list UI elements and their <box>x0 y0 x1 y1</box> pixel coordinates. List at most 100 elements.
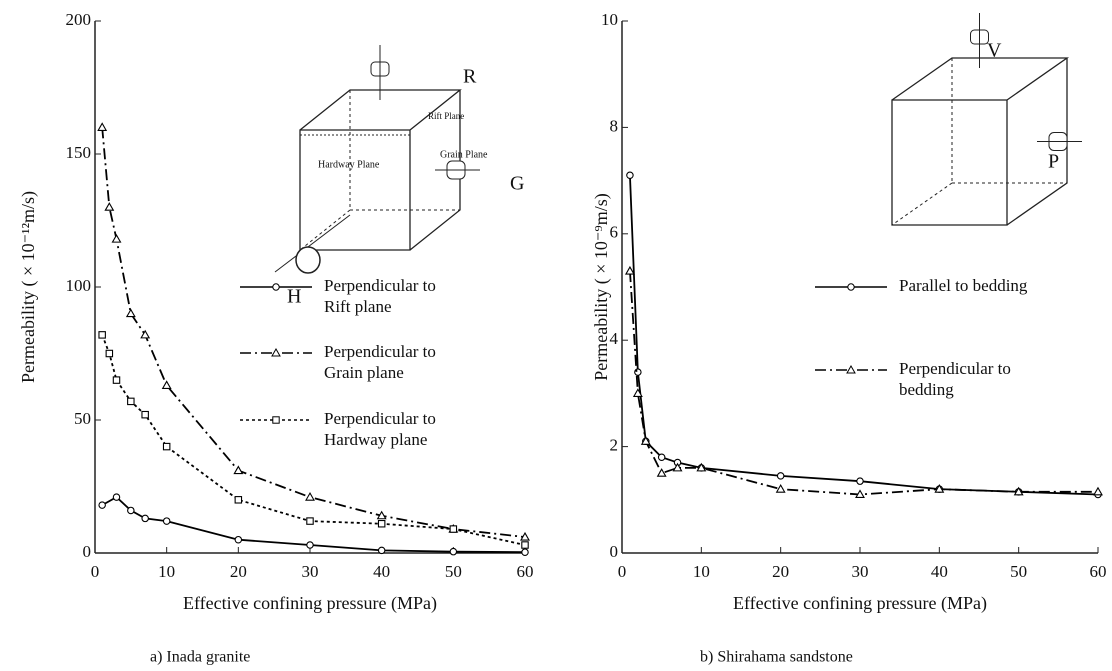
point <box>141 514 149 523</box>
sensor <box>295 246 321 274</box>
x-tick-label: 40 <box>931 562 948 581</box>
point <box>449 525 458 533</box>
point <box>656 468 667 477</box>
point <box>856 477 864 485</box>
annotation: P <box>1048 151 1059 173</box>
y-tick-label: 10 <box>601 10 618 29</box>
point <box>162 517 171 525</box>
x-tick-label: 30 <box>302 562 319 581</box>
y-tick-label: 150 <box>66 143 92 162</box>
x-tick-label: 20 <box>772 562 789 581</box>
x-axis-title: Effective confining pressure (MPa) <box>183 593 437 614</box>
x-tick-label: 10 <box>693 562 710 581</box>
legend-marker <box>846 364 856 374</box>
annotation: Rift Plane <box>428 111 464 121</box>
y-tick-label: 100 <box>66 276 92 295</box>
point <box>306 517 314 525</box>
x-axis-title: Effective confining pressure (MPa) <box>733 593 987 614</box>
point <box>632 388 643 397</box>
point <box>855 489 865 499</box>
point <box>377 519 386 528</box>
legend-marker <box>272 283 280 291</box>
point <box>162 442 171 451</box>
x-tick-label: 50 <box>1010 562 1027 581</box>
x-tick-label: 20 <box>230 562 247 581</box>
point <box>234 496 243 504</box>
y-axis-title: Permeability ( × 10⁻¹²m/s) <box>18 191 39 383</box>
y-tick-label: 4 <box>610 329 619 348</box>
annotation: Hardway Plane <box>318 159 380 170</box>
legend-label: Perpendicular to Hardway plane <box>324 409 436 449</box>
point <box>234 535 243 544</box>
cube-hidden-edges <box>299 90 460 251</box>
point <box>520 531 530 541</box>
point <box>112 376 121 384</box>
point <box>127 506 135 515</box>
legend-label: Parallel to bedding <box>899 276 1028 295</box>
point <box>161 380 172 389</box>
y-tick-label: 2 <box>610 436 619 455</box>
point <box>112 493 121 501</box>
point <box>696 462 707 472</box>
point <box>141 410 149 419</box>
point <box>1093 486 1103 496</box>
x-tick-label: 40 <box>373 562 390 581</box>
y-tick-label: 0 <box>610 542 619 561</box>
legend-marker <box>847 283 855 291</box>
annotation: H <box>287 286 301 308</box>
x-tick-label: 0 <box>91 562 100 581</box>
caption: b) Shirahama sandstone <box>700 649 853 666</box>
point <box>672 462 683 472</box>
point <box>98 501 106 509</box>
point <box>626 171 634 180</box>
point <box>376 510 387 520</box>
y-tick-label: 8 <box>610 116 619 135</box>
legend-marker <box>272 416 280 424</box>
legend-label: Perpendicular to bedding <box>899 359 1011 399</box>
x-tick-label: 60 <box>517 562 534 581</box>
x-tick-label: 30 <box>852 562 869 581</box>
legend-label: Perpendicular to Rift plane <box>324 276 436 316</box>
y-tick-label: 50 <box>74 409 91 428</box>
series-line <box>101 127 526 538</box>
point <box>624 265 635 275</box>
y-axis-title: Permeability ( × 10⁻⁹m/s) <box>591 193 612 380</box>
legend-label: Perpendicular to Grain plane <box>324 342 436 382</box>
series-line <box>101 496 526 554</box>
point <box>775 484 786 493</box>
y-tick-label: 0 <box>83 542 92 561</box>
point <box>521 541 529 549</box>
point <box>657 453 666 461</box>
x-tick-label: 50 <box>445 562 462 581</box>
x-tick-label: 10 <box>158 562 175 581</box>
series-line <box>101 334 526 546</box>
point <box>934 484 945 493</box>
point <box>127 397 135 406</box>
x-tick-label: 60 <box>1090 562 1107 581</box>
point <box>640 436 651 445</box>
point <box>233 465 244 475</box>
point <box>306 541 314 549</box>
sensor-rod <box>274 214 351 273</box>
point <box>305 492 315 501</box>
point <box>98 331 106 339</box>
annotation: R <box>463 66 477 88</box>
y-tick-label: 200 <box>66 10 92 29</box>
point <box>449 547 458 556</box>
point <box>125 308 136 318</box>
x-tick-label: 0 <box>618 562 627 581</box>
point <box>111 234 122 243</box>
point <box>97 122 108 131</box>
point <box>377 546 386 555</box>
point <box>105 349 114 358</box>
annotation: G <box>510 173 524 195</box>
annotation: Grain Plane <box>440 149 488 160</box>
point <box>1013 486 1024 496</box>
point <box>104 202 115 211</box>
caption: a) Inada granite <box>150 649 250 666</box>
annotation: V <box>987 40 1002 62</box>
point <box>776 472 785 480</box>
legend-marker <box>271 347 281 357</box>
